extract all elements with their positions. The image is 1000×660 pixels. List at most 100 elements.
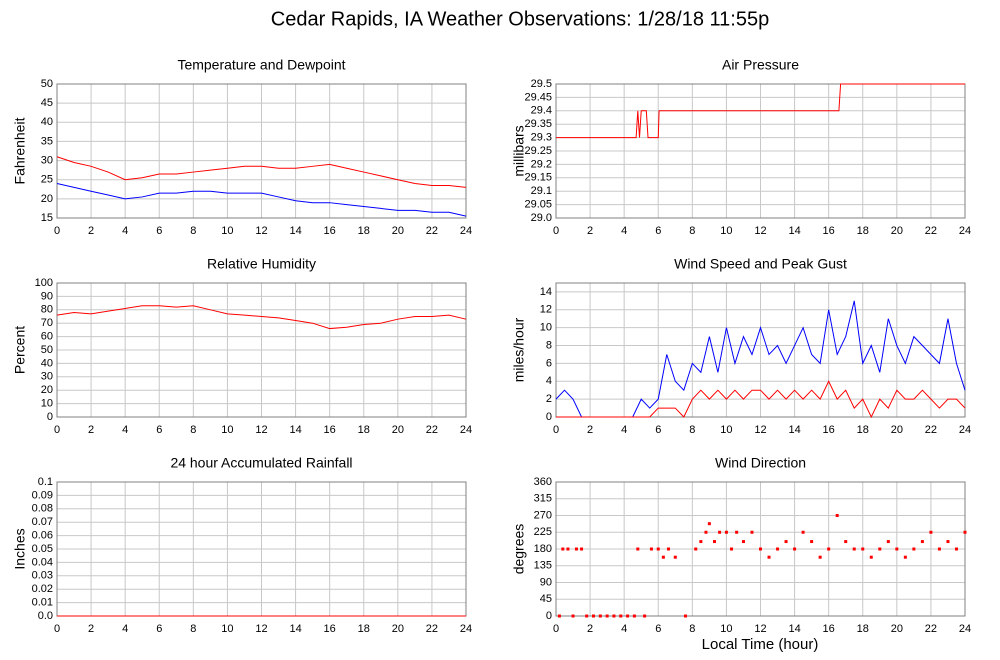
y-tick-label: 29.25 [524,145,552,157]
x-tick-label: 8 [689,424,695,436]
y-tick-label: 29.5 [531,78,552,90]
x-tick-label: 12 [754,424,766,436]
x-tick-label: 10 [221,424,233,436]
x-tick-label: 22 [426,424,438,436]
x-tick-label: 10 [221,623,233,635]
x-tick-label: 4 [621,225,627,237]
y-axis-label: miles/hour [511,317,527,382]
x-tick-label: 24 [460,225,472,237]
data-line [56,183,467,217]
panel-title: Relative Humidity [207,256,316,272]
data-point [643,614,647,618]
x-tick-label: 10 [720,623,732,635]
y-tick-label: 0.03 [32,570,53,582]
y-tick-label: 29.0 [531,212,552,224]
panel: Temperature and DewpointFahrenheit152025… [12,57,472,237]
y-tick-label: 135 [534,560,552,572]
x-tick-label: 6 [156,225,162,237]
x-tick-label: 18 [857,424,869,436]
x-tick-label: 16 [324,623,336,635]
y-tick-label: 0.06 [32,530,53,542]
y-tick-label: 90 [41,290,53,302]
data-point [684,614,688,618]
data-point [963,530,967,534]
data-point [903,555,907,559]
x-tick-label: 16 [823,623,835,635]
panel: Air Pressure millibars 29.029.05 29.129.15 2… [511,57,971,237]
y-tick-label: 29.2 [531,158,552,170]
x-tick-label: 2 [88,225,94,237]
y-tick-label: 45 [540,593,552,605]
y-tick-label: 40 [41,357,53,369]
data-point [810,540,814,544]
data-point [750,530,754,534]
data-point [704,530,708,534]
data-point [741,540,745,544]
x-tick-label: 22 [426,225,438,237]
y-tick-label: 270 [534,509,552,521]
x-tick-label: 14 [289,424,301,436]
y-tick-label: 20 [41,193,53,205]
y-tick-label: 0 [47,411,53,423]
x-tick-label: 20 [392,623,404,635]
y-tick-label: 0.01 [32,597,53,609]
panel-title: Wind Direction [715,455,806,471]
y-axis-label: Fahrenheit [12,117,28,184]
x-tick-label: 0 [553,623,559,635]
x-tick-label: 4 [122,225,128,237]
x-tick-label: 18 [358,424,370,436]
data-point [718,530,722,534]
data-point [632,614,636,618]
data-point [649,547,653,551]
data-point [574,547,578,551]
x-tick-label: 6 [156,424,162,436]
y-tick-label: 90 [540,576,552,588]
data-line [56,156,467,188]
y-tick-label: 2 [546,393,552,405]
y-tick-label: 50 [41,78,53,90]
page-title: Cedar Rapids, IA Weather Observations: 1… [271,8,769,30]
x-tick-label: 4 [621,623,627,635]
data-point [612,614,616,618]
data-point [776,547,780,551]
x-tick-label: 0 [54,623,60,635]
x-tick-label: 6 [156,623,162,635]
y-tick-label: 0.04 [32,556,53,568]
x-tick-label: 22 [426,623,438,635]
y-tick-label: 29.1 [531,185,552,197]
y-tick-label: 0 [546,411,552,423]
x-tick-label: 4 [122,424,128,436]
data-point [827,547,831,551]
panel-title: 24 hour Accumulated Rainfall [170,455,352,471]
y-tick-label: 80 [41,304,53,316]
y-tick-label: 25 [41,174,53,186]
data-point [699,540,703,544]
x-tick-label: 16 [823,225,835,237]
y-tick-label: 10 [540,322,552,334]
x-tick-label: 12 [255,623,267,635]
x-tick-label: 20 [392,424,404,436]
x-tick-label: 18 [857,623,869,635]
data-point [844,540,848,544]
y-tick-label: 12 [540,304,552,316]
x-tick-label: 12 [255,424,267,436]
data-point [920,540,924,544]
x-tick-label: 2 [88,623,94,635]
x-tick-label: 2 [587,225,593,237]
plot-frame [56,282,467,418]
x-tick-label: 18 [857,225,869,237]
x-tick-label: 22 [925,225,937,237]
x-tick-label: 12 [255,225,267,237]
y-tick-label: 29.05 [524,199,552,211]
x-tick-label: 10 [221,225,233,237]
y-tick-label: 0.08 [32,503,53,515]
data-point [852,547,856,551]
data-point [895,547,899,551]
x-tick-label: 0 [553,225,559,237]
x-tick-label: 24 [959,424,971,436]
x-tick-label: 24 [959,623,971,635]
y-tick-label: 4 [546,375,552,387]
y-tick-label: 10 [41,398,53,410]
